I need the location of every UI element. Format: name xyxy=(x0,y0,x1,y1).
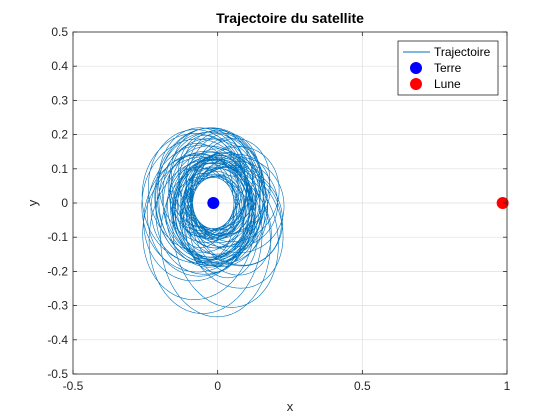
y-tick-label: 0.3 xyxy=(51,93,68,107)
x-axis-label: x xyxy=(287,399,294,414)
trajectory-line xyxy=(141,127,285,318)
y-tick-label: -0.4 xyxy=(47,333,68,347)
lune-marker xyxy=(496,197,509,209)
y-tick-label: -0.5 xyxy=(47,367,68,381)
trajectory-layer xyxy=(141,127,285,318)
y-tick-label: -0.1 xyxy=(47,230,68,244)
y-tick-label: 0.2 xyxy=(51,128,68,142)
x-tick-label: 0 xyxy=(214,379,221,393)
y-tick-label: 0 xyxy=(61,196,68,210)
legend-label-trajectoire: Trajectoire xyxy=(434,45,491,59)
y-tick-label: -0.2 xyxy=(47,264,68,278)
y-tick-label: 0.5 xyxy=(51,25,68,39)
x-tick-label: -0.5 xyxy=(63,379,84,393)
y-tick-label: -0.3 xyxy=(47,299,68,313)
legend-swatch-terre xyxy=(410,62,422,74)
x-tick-label: 1 xyxy=(504,379,511,393)
legend-swatch-lune xyxy=(410,78,422,90)
terre-marker xyxy=(207,197,220,209)
x-tick-label: 0.5 xyxy=(354,379,371,393)
marker-layer xyxy=(207,197,509,209)
legend-label-terre: Terre xyxy=(434,61,462,75)
legend-label-lune: Lune xyxy=(434,77,461,91)
axis-ticks: -0.5 0 0.5 1 -0.5 -0.4 -0.3 -0.2 -0.1 0 0.1 0.2 0.3 0… xyxy=(47,25,510,393)
legend: Trajectoire Terre Lune xyxy=(397,40,499,96)
y-tick-label: 0.4 xyxy=(51,59,68,73)
y-axis-label: y xyxy=(25,199,40,206)
y-tick-label: 0.1 xyxy=(51,162,68,176)
chart-title: Trajectoire du satellite xyxy=(216,10,364,26)
